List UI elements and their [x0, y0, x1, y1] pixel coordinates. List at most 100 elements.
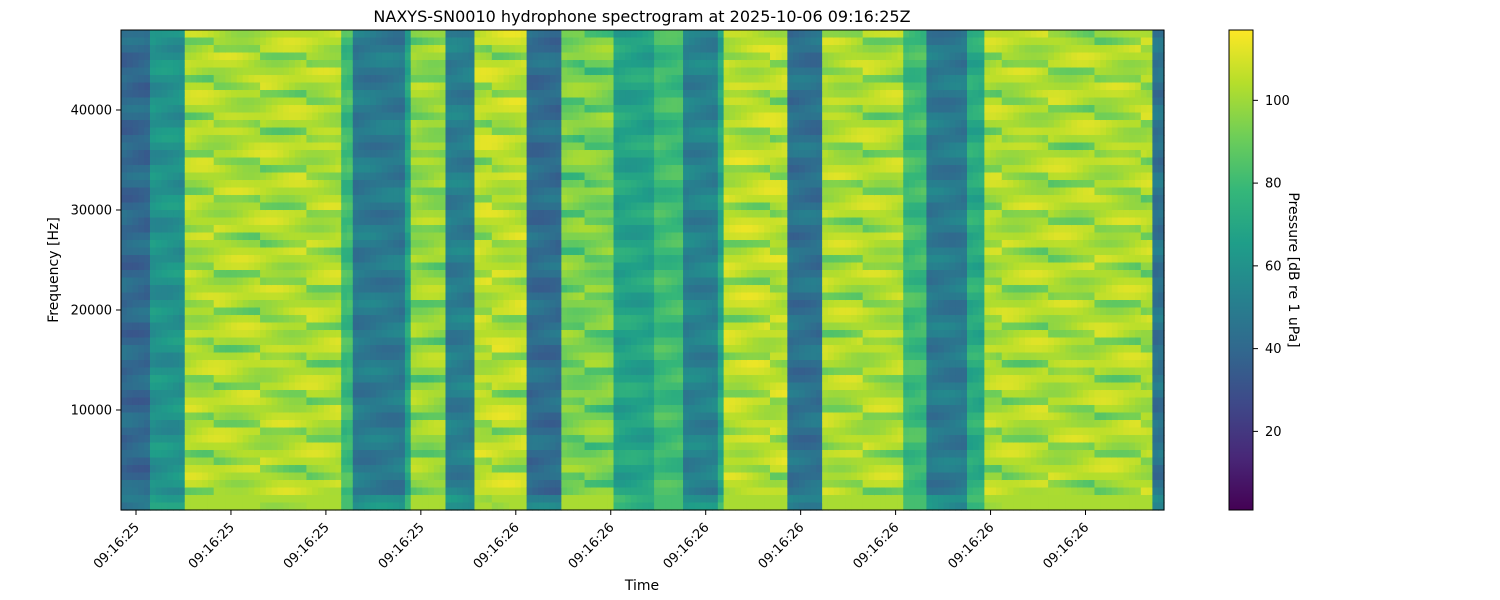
heatmap-cell [462, 472, 470, 481]
heatmap-cell [225, 127, 232, 136]
heatmap-cell [196, 262, 203, 271]
heatmap-cell [149, 232, 157, 241]
heatmap-cell [242, 135, 250, 144]
heatmap-cell [149, 247, 157, 256]
heatmap-cell [254, 225, 261, 234]
heatmap-cell [207, 75, 215, 84]
heatmap-cell [387, 292, 394, 301]
heatmap-cell [121, 382, 128, 391]
heatmap-cell [399, 142, 406, 151]
heatmap-cell [294, 285, 302, 294]
heatmap-cell [219, 135, 226, 144]
heatmap-cell [265, 352, 273, 361]
heatmap-cell [231, 300, 238, 309]
heatmap-cell [549, 442, 557, 451]
heatmap-cell [526, 292, 533, 301]
heatmap-cell [225, 37, 232, 46]
heatmap-cell [294, 390, 302, 399]
heatmap-cell [196, 172, 203, 181]
heatmap-cell [132, 412, 139, 421]
heatmap-cell [236, 225, 244, 234]
heatmap-cell [213, 307, 221, 316]
heatmap-cell [202, 345, 209, 354]
heatmap-cell [178, 97, 186, 106]
heatmap-cell [549, 75, 557, 84]
heatmap-cell [277, 157, 284, 166]
heatmap-cell [184, 270, 192, 279]
heatmap-cell [219, 285, 226, 294]
heatmap-cell [543, 397, 551, 406]
heatmap-cell [277, 247, 284, 256]
heatmap-cell [387, 270, 394, 279]
heatmap-cell [433, 292, 441, 301]
heatmap-cell [121, 397, 128, 406]
heatmap-cell [381, 30, 389, 39]
heatmap-cell [520, 457, 528, 466]
heatmap-cell [207, 300, 215, 309]
heatmap-cell [387, 382, 394, 391]
heatmap-cell [503, 165, 510, 174]
heatmap-cell [312, 127, 319, 136]
heatmap-cell [375, 210, 383, 219]
heatmap-cell [387, 427, 394, 436]
heatmap-cell [486, 337, 493, 346]
heatmap-cell [144, 30, 151, 39]
heatmap-cell [219, 202, 226, 211]
heatmap-cell [457, 157, 464, 166]
heatmap-cell [532, 135, 539, 144]
heatmap-cell [219, 412, 226, 421]
heatmap-cell [289, 397, 296, 406]
heatmap-cell [306, 157, 313, 166]
heatmap-cell [248, 247, 255, 256]
heatmap-cell [173, 75, 180, 84]
heatmap-cell [132, 75, 139, 84]
heatmap-cell [202, 120, 209, 129]
heatmap-cell [155, 397, 163, 406]
heatmap-cell [404, 45, 412, 54]
heatmap-cell [289, 450, 296, 459]
heatmap-cell [190, 142, 197, 151]
heatmap-cell [248, 90, 255, 99]
heatmap-cell [323, 420, 331, 429]
heatmap-cell [526, 82, 533, 91]
heatmap-cell [271, 345, 279, 354]
heatmap-cell [416, 480, 423, 489]
heatmap-cell [561, 285, 568, 294]
heatmap-cell [445, 127, 452, 136]
heatmap-cell [393, 225, 400, 234]
heatmap-cell [242, 255, 250, 264]
heatmap-cell [375, 82, 383, 91]
heatmap-cell [306, 255, 313, 264]
heatmap-cell [294, 307, 302, 316]
heatmap-cell [207, 90, 215, 99]
heatmap-cell [445, 495, 452, 504]
heatmap-cell [543, 487, 551, 496]
heatmap-cell [509, 315, 516, 324]
heatmap-cell [433, 202, 441, 211]
heatmap-cell [451, 315, 458, 324]
heatmap-cell [202, 502, 209, 511]
heatmap-cell [196, 45, 203, 54]
heatmap-cell [381, 292, 389, 301]
heatmap-cell [520, 157, 528, 166]
heatmap-cell [202, 442, 209, 451]
heatmap-cell [561, 90, 568, 99]
heatmap-cell [503, 180, 510, 189]
heatmap-cell [178, 480, 186, 489]
heatmap-cell [538, 30, 545, 39]
heatmap-cell [126, 157, 134, 166]
heatmap-cell [335, 367, 342, 376]
heatmap-cell [178, 300, 186, 309]
heatmap-cell [329, 487, 336, 496]
heatmap-cell [497, 405, 505, 414]
heatmap-cell [364, 502, 371, 511]
heatmap-cell [439, 247, 447, 256]
heatmap-cell [190, 285, 197, 294]
heatmap-cell [265, 315, 273, 324]
heatmap-cell [144, 52, 151, 61]
heatmap-cell [387, 457, 394, 466]
heatmap-cell [144, 480, 151, 489]
heatmap-cell [149, 135, 157, 144]
heatmap-cell [428, 210, 435, 219]
heatmap-cell [399, 300, 406, 309]
